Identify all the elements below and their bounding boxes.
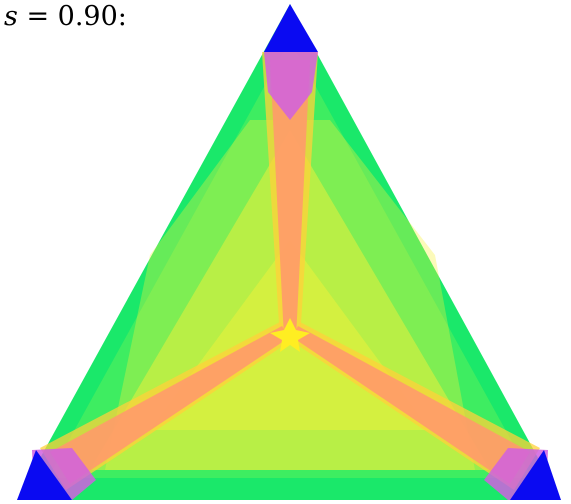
corner-top-magenta [264, 52, 318, 120]
arm-left [40, 322, 292, 490]
arm-right [290, 322, 540, 490]
caption-value: 0.90 [57, 1, 118, 32]
caption-variable: s [4, 1, 18, 32]
parameter-caption: s = 0.90: [4, 3, 127, 30]
corner-left-blue [17, 450, 72, 500]
corner-top-blue [264, 4, 318, 52]
corner-right-blue [510, 450, 561, 500]
caption-suffix: : [117, 1, 127, 32]
arm-top [262, 52, 318, 340]
center-star [270, 318, 310, 352]
caption-equals: = [17, 1, 58, 32]
